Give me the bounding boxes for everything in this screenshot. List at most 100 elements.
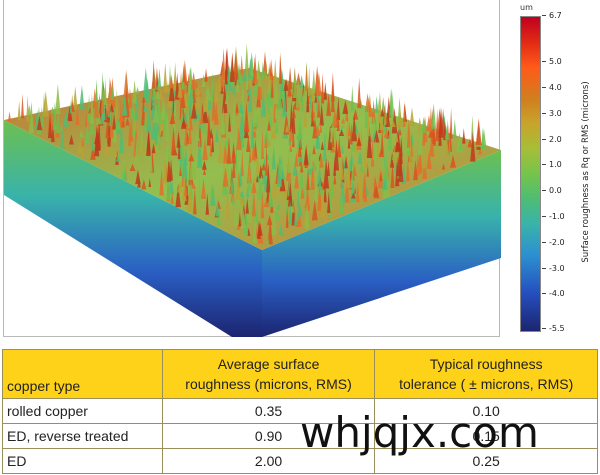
- roughness-spike: [326, 160, 330, 177]
- roughness-spike: [422, 119, 426, 146]
- roughness-spike: [260, 190, 265, 219]
- roughness-spike: [142, 93, 146, 103]
- roughness-spike: [168, 76, 175, 102]
- roughness-spike: [306, 85, 310, 113]
- roughness-spike: [449, 107, 453, 139]
- roughness-spike: [331, 129, 335, 148]
- colorbar-tick: -3.0: [542, 264, 565, 273]
- roughness-spike: [399, 136, 403, 165]
- roughness-spike: [209, 184, 214, 198]
- roughness-spike: [217, 139, 223, 164]
- roughness-spike: [376, 133, 381, 160]
- roughness-spike: [261, 61, 265, 80]
- roughness-spike: [387, 124, 393, 151]
- roughness-spike: [79, 85, 85, 110]
- roughness-spike: [21, 93, 24, 119]
- roughness-spike: [168, 74, 174, 89]
- roughness-spike: [145, 131, 151, 156]
- roughness-spike: [435, 109, 439, 142]
- roughness-spike: [263, 130, 270, 143]
- roughness-spike: [172, 106, 176, 132]
- roughness-spike: [107, 95, 111, 116]
- roughness-spike: [300, 187, 305, 199]
- roughness-spike: [273, 73, 279, 105]
- roughness-spike: [177, 181, 183, 193]
- roughness-spike: [154, 113, 158, 145]
- cell-copper-type: ED, reverse treated: [2, 423, 163, 449]
- roughness-spike: [292, 66, 297, 98]
- roughness-spike: [344, 178, 350, 203]
- roughness-spike: [344, 155, 348, 169]
- roughness-spike: [198, 122, 202, 129]
- roughness-spike: [397, 111, 403, 128]
- roughness-spike: [215, 129, 219, 143]
- roughness-spike: [79, 128, 83, 138]
- roughness-spike: [55, 83, 61, 115]
- roughness-spike: [175, 183, 181, 208]
- roughness-spike: [253, 72, 259, 96]
- roughness-spike: [209, 128, 213, 139]
- roughness-spike: [357, 77, 362, 108]
- header-line: tolerance ( ± microns, RMS): [399, 376, 574, 392]
- roughness-spike: [91, 131, 95, 151]
- roughness-spike: [150, 151, 153, 173]
- colorbar-tick: 2.0: [542, 135, 562, 144]
- roughness-spike: [332, 108, 338, 126]
- roughness-spike: [279, 54, 282, 84]
- roughness-spike: [142, 67, 149, 98]
- roughness-spike: [373, 184, 380, 199]
- roughness-spike: [277, 202, 280, 210]
- roughness-spike: [276, 91, 283, 111]
- cell-copper-type: rolled copper: [2, 398, 163, 424]
- roughness-spike: [261, 129, 264, 160]
- roughness-spike: [363, 139, 368, 168]
- roughness-spike: [26, 95, 30, 122]
- roughness-spike: [193, 186, 197, 215]
- roughness-spike: [230, 174, 234, 194]
- colorbar-unit: um: [520, 3, 533, 12]
- roughness-spike: [333, 139, 340, 171]
- roughness-spike: [233, 52, 239, 80]
- roughness-spike: [391, 152, 395, 161]
- roughness-spike: [177, 137, 181, 160]
- roughness-spike: [279, 67, 284, 92]
- roughness-spike: [235, 101, 239, 113]
- roughness-spike: [470, 131, 476, 162]
- colorbar-tick: -4.0: [542, 289, 565, 298]
- colorbar-tick: 6.7: [542, 11, 562, 20]
- roughness-spike: [240, 137, 245, 145]
- roughness-spike: [166, 174, 171, 201]
- roughness-spike: [341, 117, 346, 124]
- roughness-spike: [382, 174, 388, 190]
- roughness-spike: [238, 67, 242, 83]
- roughness-spike: [223, 141, 228, 164]
- roughness-spike: [336, 139, 342, 158]
- roughness-spike: [406, 119, 411, 148]
- roughness-spike: [162, 155, 168, 184]
- roughness-spike: [110, 84, 114, 100]
- roughness-spike: [315, 149, 321, 169]
- roughness-spike: [113, 126, 117, 143]
- roughness-spike: [188, 83, 194, 108]
- roughness-spike: [190, 182, 197, 189]
- surface-plot-svg: [4, 43, 501, 337]
- roughness-spike: [270, 75, 274, 98]
- roughness-spike: [417, 117, 423, 133]
- roughness-spike: [285, 123, 289, 133]
- cell-average: 0.35: [161, 398, 376, 424]
- roughness-spike: [179, 161, 182, 177]
- roughness-spike: [184, 87, 188, 107]
- roughness-spike: [321, 72, 325, 104]
- roughness-spike: [303, 145, 309, 166]
- roughness-spike: [246, 194, 253, 223]
- roughness-spike: [347, 121, 351, 137]
- roughness-spike: [90, 145, 96, 160]
- roughness-spike: [265, 143, 268, 176]
- colorbar-title: Surface roughness as Rq or RMS (microns): [581, 81, 591, 263]
- roughness-spike: [380, 152, 385, 170]
- roughness-spike: [196, 85, 201, 95]
- roughness-spike: [448, 157, 452, 164]
- roughness-spike: [267, 120, 271, 131]
- roughness-spike: [247, 166, 251, 192]
- roughness-spike: [213, 101, 219, 125]
